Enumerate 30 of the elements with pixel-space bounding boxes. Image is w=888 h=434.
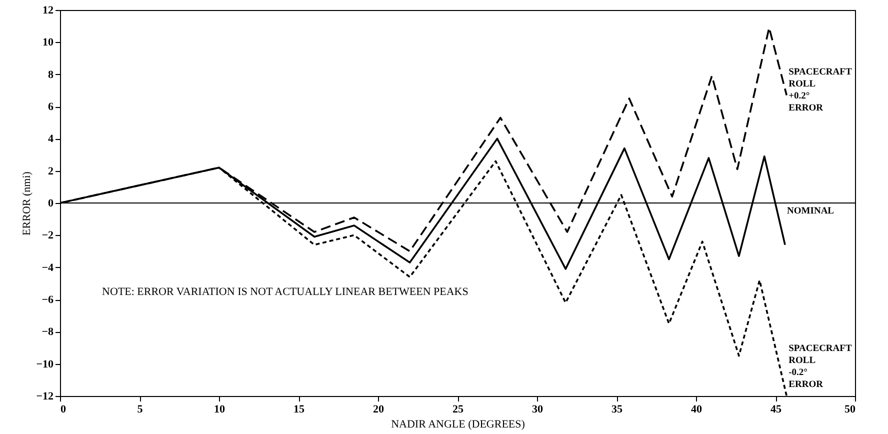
series-label: SPACECRAFT ROLL -0.2° ERROR xyxy=(788,344,852,390)
x-tick-label: 15 xyxy=(294,404,305,416)
y-tick-label: 0 xyxy=(48,198,54,210)
x-tick-label: 25 xyxy=(452,404,464,416)
y-tick-label: −8 xyxy=(42,326,54,338)
y-tick-label: −12 xyxy=(36,390,54,402)
x-tick-label: 0 xyxy=(60,404,66,416)
x-tick-label: 45 xyxy=(770,404,782,416)
x-tick-label: 40 xyxy=(691,404,702,416)
y-tick-label: 4 xyxy=(48,133,54,146)
y-tick-label: 12 xyxy=(42,4,54,16)
y-axis-title: ERROR (nmi) xyxy=(21,171,34,236)
x-tick-label: 5 xyxy=(137,404,144,416)
y-tick-label: 2 xyxy=(48,165,54,178)
series-label: SPACECRAFT ROLL +0.2° ERROR xyxy=(788,67,852,114)
y-tick-label: −6 xyxy=(42,294,54,306)
y-tick-label: 10 xyxy=(42,36,54,49)
x-tick-label: 35 xyxy=(612,404,623,416)
y-tick-label: −4 xyxy=(42,262,54,274)
y-tick-label: −2 xyxy=(42,230,54,242)
x-tick-label: 20 xyxy=(373,404,384,416)
y-tick-label: 8 xyxy=(48,68,54,81)
y-tick-label: −10 xyxy=(36,358,54,370)
x-tick-label: 30 xyxy=(532,404,544,416)
x-axis-title: NADIR ANGLE (DEGREES) xyxy=(391,418,526,430)
y-tick-label: 6 xyxy=(48,101,54,113)
series-label: NOMINAL xyxy=(787,206,834,217)
x-tick-label: 10 xyxy=(214,404,226,416)
annotation: NOTE: ERROR VARIATION IS NOT ACTUALLY LINEAR BETWEEN PEAKS xyxy=(102,286,468,298)
x-tick-label: 50 xyxy=(844,404,856,416)
